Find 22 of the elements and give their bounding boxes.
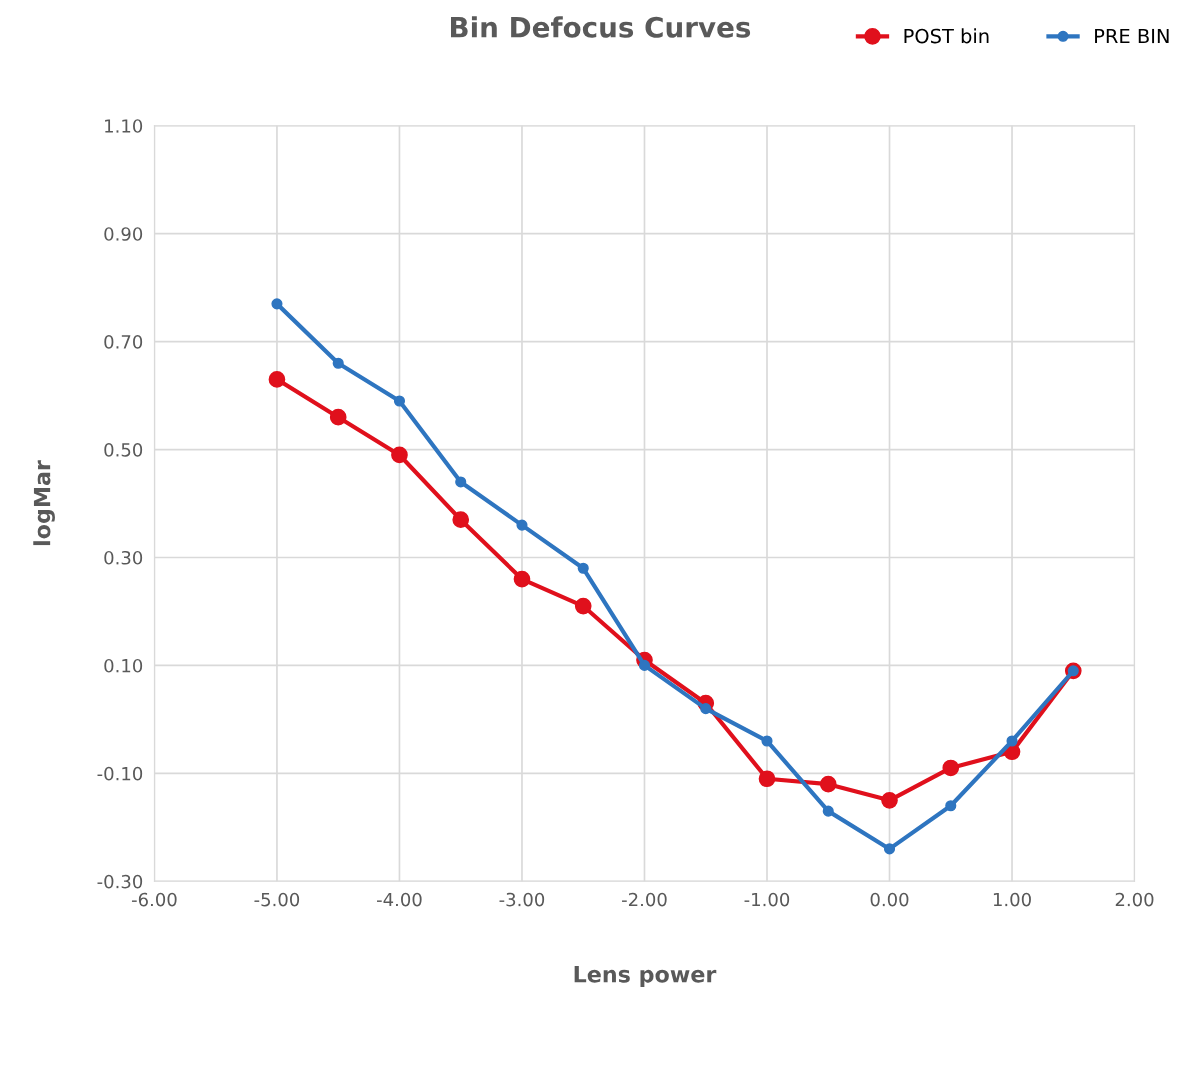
chart-title: Bin Defocus Curves (451, 16, 751, 38)
x-tick-label: 1.00 (993, 892, 1031, 907)
y-axis-title: logMar (33, 460, 55, 546)
y-tick-label: 1.10 (105, 119, 143, 133)
x-tick-label: -3.00 (499, 892, 545, 907)
x-tick-label: -6.00 (131, 892, 177, 907)
x-tick-label: 0.00 (870, 892, 909, 907)
y-tick-label: 0.90 (104, 227, 143, 241)
legend-label: POST bin (904, 28, 989, 44)
y-tick-label: -0.10 (97, 766, 143, 781)
x-axis-title: Lens power (574, 966, 717, 987)
x-tick-label: 2.00 (1115, 892, 1154, 907)
x-tick-label: -2.00 (622, 892, 667, 907)
legend-label: PRE BIN (1095, 28, 1169, 44)
y-tick-label: -0.30 (97, 874, 143, 889)
x-tick-label: -4.00 (376, 892, 422, 907)
y-tick-label: 0.50 (104, 443, 143, 457)
x-tick-label: -5.00 (254, 892, 300, 907)
y-tick-label: 0.10 (104, 658, 143, 673)
y-tick-label: 0.30 (104, 550, 143, 565)
x-tick-label: -1.00 (744, 892, 790, 907)
y-tick-label: 0.70 (104, 335, 143, 349)
